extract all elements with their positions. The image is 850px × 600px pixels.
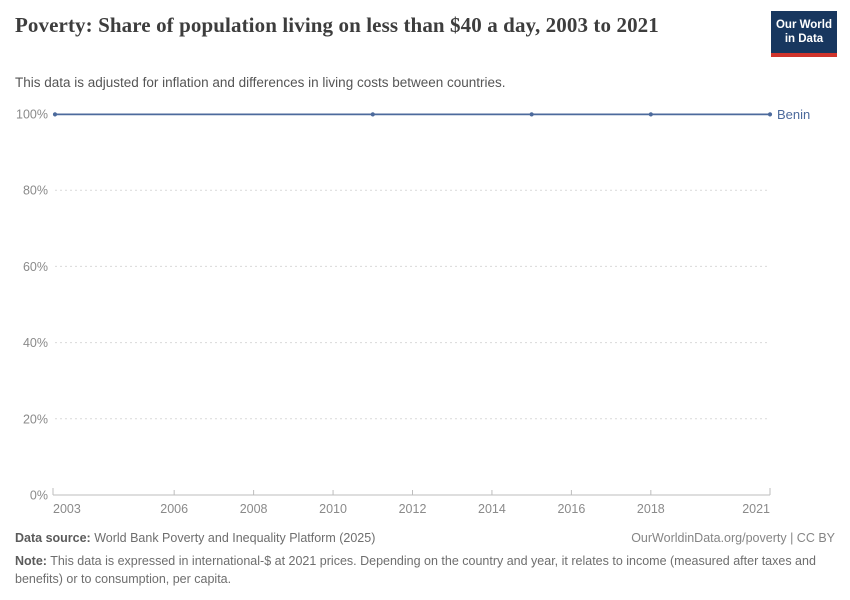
svg-text:2012: 2012 xyxy=(399,502,427,516)
footer-source-row: Data source: World Bank Poverty and Ineq… xyxy=(15,531,835,545)
plot-area[interactable]: 0%20%40%60%80%100%2003 2006 2008 2010 2012 20… xyxy=(0,95,850,530)
footer-note: Note: This data is expressed in internat… xyxy=(15,552,827,588)
svg-text:2008: 2008 xyxy=(240,502,268,516)
series-label-benin[interactable]: Benin xyxy=(777,107,810,122)
data-source: Data source: World Bank Poverty and Ineq… xyxy=(15,531,375,545)
svg-text:2003: 2003 xyxy=(53,502,81,516)
owid-link[interactable]: OurWorldinData.org/poverty | CC BY xyxy=(631,531,835,545)
data-source-text: World Bank Poverty and Inequality Platfo… xyxy=(90,531,376,545)
gridlines xyxy=(55,113,770,420)
series-benin[interactable]: Benin xyxy=(52,107,810,122)
svg-text:40%: 40% xyxy=(23,336,48,350)
x-axis-labels: 2003 2006 2008 2010 2012 2014 2016 2018 2021 xyxy=(53,502,770,516)
svg-text:2018: 2018 xyxy=(637,502,665,516)
svg-text:2014: 2014 xyxy=(478,502,506,516)
data-source-label: Data source: xyxy=(15,531,91,545)
note-text: This data is expressed in international-… xyxy=(15,554,816,587)
owid-logo-line2: in Data xyxy=(784,33,824,46)
data-point-marker[interactable] xyxy=(370,112,375,117)
svg-text:2016: 2016 xyxy=(557,502,585,516)
note-label: Note: xyxy=(15,554,47,568)
data-point-marker[interactable] xyxy=(767,112,773,117)
data-point-marker[interactable] xyxy=(529,112,534,117)
svg-text:100%: 100% xyxy=(16,108,48,122)
svg-text:60%: 60% xyxy=(23,260,48,274)
owid-logo[interactable]: Our World in Data xyxy=(771,11,837,57)
data-point-marker[interactable] xyxy=(648,112,653,117)
svg-text:20%: 20% xyxy=(23,412,48,426)
x-axis xyxy=(52,488,771,496)
svg-text:2010: 2010 xyxy=(319,502,347,516)
y-axis-labels: 0% 20% 40% 60% 80% 100% xyxy=(16,108,48,503)
chart-title: Poverty: Share of population living on l… xyxy=(15,13,659,37)
owid-logo-line1: Our World xyxy=(775,19,832,31)
svg-text:2021: 2021 xyxy=(742,502,770,516)
chart-subtitle: This data is adjusted for inflation and … xyxy=(15,75,506,90)
data-point-marker[interactable] xyxy=(52,112,58,117)
svg-text:0%: 0% xyxy=(30,489,48,503)
svg-text:80%: 80% xyxy=(23,184,48,198)
svg-text:2006: 2006 xyxy=(160,502,188,516)
